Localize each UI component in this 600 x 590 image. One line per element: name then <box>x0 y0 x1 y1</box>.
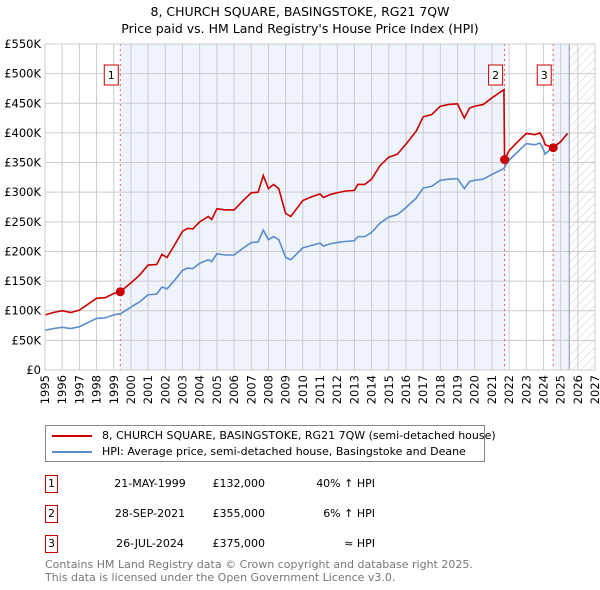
x-tick-label: 2005 <box>210 375 224 404</box>
hpi-line <box>44 132 569 332</box>
x-tick-label: 2024 <box>536 375 550 404</box>
legend-line-red <box>52 435 92 437</box>
x-tick-label: 2020 <box>468 375 482 404</box>
y-tick-label: £0 <box>26 363 41 377</box>
shaded-region <box>120 44 505 370</box>
x-tick-label: 2006 <box>227 375 241 404</box>
x-tick-label: 1998 <box>90 375 104 404</box>
transaction-number: 3 <box>45 535 58 553</box>
footer-licence: This data is licensed under the Open Gov… <box>45 571 396 584</box>
x-tick-label: 2004 <box>193 375 207 404</box>
transaction-row: 3 26-JUL-2024 £375,000 ≈ HPI <box>45 535 545 555</box>
sale-label-number: 2 <box>492 69 499 82</box>
sale-label-box <box>488 64 504 86</box>
sale-label-box <box>103 64 119 86</box>
x-tick-label: 2017 <box>416 375 430 404</box>
x-tick-label: 2021 <box>485 375 499 404</box>
property-price-line <box>44 88 569 316</box>
transaction-date: 28-SEP-2021 <box>114 507 186 520</box>
x-tick-label: 1995 <box>38 375 52 404</box>
x-tick-label: 2000 <box>124 375 138 404</box>
transaction-row: 2 28-SEP-2021 £355,000 6% ↑ HPI <box>45 505 545 525</box>
x-tick-label: 2013 <box>347 375 361 404</box>
transaction-hpi: 6% ↑ HPI <box>323 507 375 520</box>
shaded-region <box>553 44 570 370</box>
x-tick-label: 2009 <box>279 375 293 404</box>
transaction-date: 21-MAY-1999 <box>114 477 186 490</box>
forecast-hatch <box>569 44 595 370</box>
x-tick-label: 2027 <box>588 375 600 404</box>
y-tick-label: £100K <box>4 304 41 318</box>
y-tick-label: £400K <box>4 126 41 140</box>
x-tick-label: 2012 <box>330 375 344 404</box>
x-tick-label: 2003 <box>176 375 190 404</box>
x-tick-label: 2015 <box>382 375 396 404</box>
y-tick-label: £350K <box>4 156 41 170</box>
x-tick-label: 2007 <box>244 375 258 404</box>
chart-title: 8, CHURCH SQUARE, BASINGSTOKE, RG21 7QW <box>150 4 450 19</box>
sale-point <box>548 143 558 153</box>
chart-subtitle: Price paid vs. HM Land Registry's House … <box>121 21 479 36</box>
x-tick-label: 2025 <box>554 375 568 404</box>
x-tick-label: 2018 <box>433 375 447 404</box>
price-chart: 1995 1996 1997 1998 1999 2000 2001 2002 2003 2004… <box>4 37 600 404</box>
transaction-number: 2 <box>45 505 58 523</box>
x-tick-label: 2008 <box>261 375 275 404</box>
footer: Contains HM Land Registry data © Crown c… <box>45 558 473 584</box>
x-tick-label: 2001 <box>141 375 155 404</box>
legend-label-property: 8, CHURCH SQUARE, BASINGSTOKE, RG21 7QW … <box>102 429 496 442</box>
legend-line-blue <box>52 451 92 453</box>
x-tick-label: 2010 <box>296 375 310 404</box>
transaction-date: 26-JUL-2024 <box>116 537 184 550</box>
x-tick-label: 2014 <box>365 375 379 404</box>
legend-item-hpi: HPI: Average price, semi-detached house,… <box>52 445 466 459</box>
x-tick-label: 2023 <box>519 375 533 404</box>
y-tick-label: £200K <box>4 244 41 258</box>
sale-label-box <box>536 64 552 86</box>
transaction-price: £132,000 <box>212 477 266 490</box>
x-tick-label: 1999 <box>107 375 121 404</box>
y-tick-label: £50K <box>12 333 42 347</box>
x-tick-label: 2026 <box>571 375 585 404</box>
y-tick-label: £550K <box>4 37 41 51</box>
y-tick-label: £300K <box>4 185 41 199</box>
sale-point <box>500 155 510 165</box>
transaction-price: £375,000 <box>212 537 266 550</box>
y-tick-label: £250K <box>4 215 41 229</box>
y-tick-label: £500K <box>4 67 41 81</box>
sale-label-number: 3 <box>541 69 548 82</box>
transaction-number: 1 <box>45 475 58 493</box>
x-tick-label: 2002 <box>158 375 172 404</box>
x-tick-label: 2019 <box>451 375 465 404</box>
legend-label-hpi: HPI: Average price, semi-detached house,… <box>102 445 466 458</box>
x-tick-label: 2016 <box>399 375 413 404</box>
y-tick-label: £150K <box>4 274 41 288</box>
transaction-row: 1 21-MAY-1999 £132,000 40% ↑ HPI <box>45 475 545 495</box>
x-tick-label: 1996 <box>55 375 69 404</box>
plot-border <box>44 43 596 371</box>
transaction-hpi: 40% ↑ HPI <box>316 477 375 490</box>
transaction-hpi: ≈ HPI <box>344 537 375 550</box>
x-tick-label: 1997 <box>72 375 86 404</box>
sale-label-number: 1 <box>108 69 115 82</box>
legend-item-property: 8, CHURCH SQUARE, BASINGSTOKE, RG21 7QW … <box>52 429 496 443</box>
footer-copyright: Contains HM Land Registry data © Crown c… <box>45 558 473 571</box>
x-tick-label: 2022 <box>502 375 516 404</box>
legend: 8, CHURCH SQUARE, BASINGSTOKE, RG21 7QW … <box>45 425 496 462</box>
sale-point <box>115 287 125 297</box>
transaction-price: £355,000 <box>212 507 266 520</box>
x-tick-label: 2011 <box>313 375 327 404</box>
y-tick-label: £450K <box>4 96 41 110</box>
